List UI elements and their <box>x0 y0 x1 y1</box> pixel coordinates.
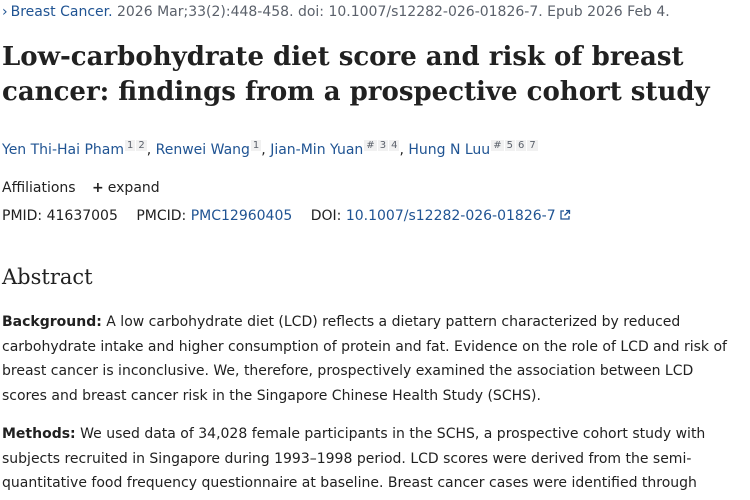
pmcid-link[interactable]: PMC12960405 <box>190 208 293 224</box>
author-link[interactable]: Yen Thi-Hai Pham <box>2 142 124 158</box>
expand-label: expand <box>107 180 160 196</box>
affiliations-expand-button[interactable]: + expand <box>92 180 160 196</box>
chevron-right-icon: › <box>2 4 8 20</box>
author-separator: , <box>399 142 404 158</box>
affiliation-ref[interactable]: 1 <box>124 140 136 151</box>
affiliations-label: Affiliations <box>2 180 76 196</box>
methods-label: Methods: <box>2 426 76 442</box>
citation-line: › Breast Cancer. 2026 Mar;33(2):448-458. … <box>2 4 670 20</box>
affiliation-ref[interactable]: 3 <box>377 140 389 151</box>
affiliation-ref[interactable]: 1 <box>250 140 262 151</box>
affiliation-ref[interactable]: 4 <box>389 140 400 151</box>
plus-icon: + <box>92 180 104 196</box>
affiliation-ref[interactable]: 6 <box>515 140 527 151</box>
citation-details: 2026 Mar;33(2):448-458. doi: 10.1007/s12… <box>112 4 670 20</box>
author-link[interactable]: Jian-Min Yuan <box>270 142 364 158</box>
article-title: Low-carbohydrate diet score and risk of … <box>2 42 710 107</box>
affiliation-ref[interactable]: 5 <box>504 140 515 151</box>
pmid-value: 41637005 <box>46 208 118 224</box>
abstract-background: Background: A low carbohydrate diet (LCD… <box>2 310 742 408</box>
author-separator: , <box>261 142 266 158</box>
doi-label: DOI: <box>310 208 342 224</box>
background-label: Background: <box>2 314 102 330</box>
author-link[interactable]: Hung N Luu <box>408 142 491 158</box>
pmcid-label: PMCID: <box>136 208 187 224</box>
methods-text: We used data of 34,028 female participan… <box>2 426 706 491</box>
author-separator: , <box>146 142 152 158</box>
affiliation-ref[interactable]: 7 <box>527 140 538 151</box>
doi-link[interactable]: 10.1007/s12282-026-01826-7 <box>346 208 571 224</box>
affiliations-row: Affiliations + expand <box>2 180 160 196</box>
journal-link[interactable]: Breast Cancer. <box>10 4 113 20</box>
pmid-label: PMID: <box>2 208 43 224</box>
equal-contrib-ref[interactable]: # <box>364 140 377 151</box>
doi-value: 10.1007/s12282-026-01826-7 <box>345 208 556 224</box>
author-list: Yen Thi-Hai Pham 1 2, Renwei Wang 1, Jian-M… <box>2 140 538 158</box>
author-link[interactable]: Renwei Wang <box>155 142 250 158</box>
affiliation-ref[interactable]: 2 <box>136 140 147 151</box>
identifier-row: PMID: 41637005 PMCID: PMC12960405 DOI: 1… <box>2 208 571 224</box>
background-text: A low carbohydrate diet (LCD) reflects a… <box>2 314 727 404</box>
abstract-methods: Methods: We used data of 34,028 female p… <box>2 422 742 496</box>
abstract-heading: Abstract <box>2 265 93 289</box>
equal-contrib-ref[interactable]: # <box>491 140 504 151</box>
external-link-icon <box>559 209 570 220</box>
